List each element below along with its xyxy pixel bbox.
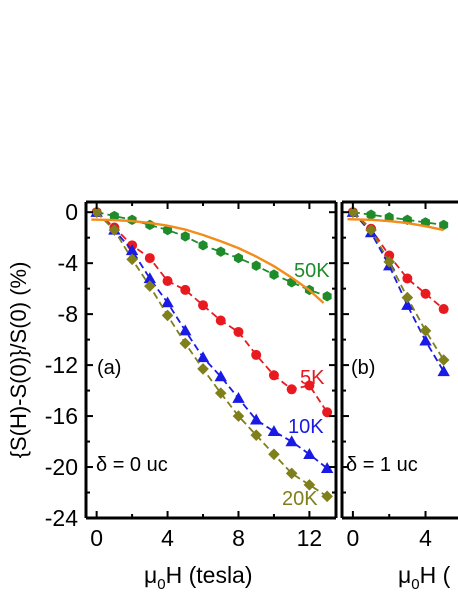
data-point-50K-a (109, 210, 119, 222)
data-point-10K-a (303, 448, 316, 459)
axis-labels: {S(H)-S(0)}/S(0) (%) μ0H (tesla) μ0H ( (6, 262, 451, 592)
data-point-10K-a (285, 435, 298, 447)
data-point-5K-b (420, 288, 431, 299)
data-point-10K-a (232, 392, 245, 403)
annotation-a: δ = 0 uc (96, 454, 168, 476)
series-line-20K-b (352, 211, 445, 361)
series-label-5K: 5K (300, 367, 325, 389)
data-point-20K-a (108, 224, 121, 236)
data-point-20K-a (285, 467, 298, 480)
data-point-20K-a (144, 280, 156, 292)
data-point-5K-a (162, 276, 173, 286)
data-point-10K-a (196, 351, 210, 363)
data-point-20K-a (232, 410, 245, 422)
series-label-20K: 20K (282, 488, 318, 510)
data-point-20K-a (126, 253, 138, 266)
data-point-50K-a (145, 219, 155, 231)
data-point-20K-a (268, 448, 280, 461)
data-point-20K-a (214, 387, 227, 399)
panel-b: 0 4 (b) δ = 1 uc (340, 200, 458, 551)
data-point-10K-b (437, 365, 450, 377)
data-point-20K-b (365, 224, 377, 236)
data-point-5K-a (180, 284, 191, 295)
fit-curve-b (347, 218, 444, 232)
data-point-20K-b (401, 291, 414, 304)
fit-curve-a (91, 218, 325, 304)
y-tick-label-a: -24 (45, 505, 78, 531)
y-axis-label: {S(H)-S(0)}/S(0) (%) (6, 262, 31, 459)
x-axis-label-b: μ0H ( (398, 562, 451, 592)
series-label-10K: 10K (288, 416, 324, 438)
plot-area-b (346, 205, 450, 377)
y-tick-label-a: -20 (45, 454, 78, 480)
x-tick-label-b: 0 (346, 525, 359, 551)
data-point-5K-a (215, 315, 226, 326)
data-point-20K-b (383, 256, 396, 268)
panel-label-b: (b) (351, 357, 375, 379)
data-point-10K-a (125, 244, 139, 256)
data-point-50K-a (180, 231, 190, 242)
x-tick-label-a: 0 (90, 525, 103, 551)
series-line-10K-a (96, 211, 328, 470)
data-point-5K-a (304, 380, 315, 391)
y-tick-label-a: -4 (58, 250, 79, 276)
data-point-20K-a (250, 429, 263, 441)
panel-label-a: (a) (97, 357, 121, 379)
data-point-20K-a (179, 337, 192, 350)
data-point-50K-a (251, 260, 261, 271)
data-point-5K-a (322, 407, 333, 418)
data-point-5K-b (438, 304, 449, 315)
annotation-b: δ = 1 uc (346, 454, 418, 476)
data-point-20K-b (419, 324, 432, 337)
x-tick-label-b: 4 (419, 525, 432, 551)
data-point-10K-a (179, 324, 192, 336)
data-point-50K-a (216, 246, 226, 257)
data-point-10K-b (401, 299, 414, 310)
data-point-10K-a (320, 462, 334, 473)
x-tick-label-a: 12 (297, 525, 323, 551)
data-point-20K-a (197, 363, 209, 375)
data-point-10K-b (419, 334, 432, 346)
series-line-5K-a (96, 211, 328, 413)
data-point-5K-a (198, 300, 209, 311)
plot-area-a (90, 205, 334, 503)
data-point-5K-b (402, 273, 413, 284)
y-tick-label-a: -12 (45, 352, 78, 378)
data-point-10K-a (143, 272, 157, 284)
data-point-50K-a (163, 224, 173, 236)
data-point-50K-a (322, 291, 332, 302)
data-point-10K-a (161, 296, 174, 308)
x-tick-label-a: 8 (232, 525, 245, 551)
data-point-50K-a (233, 252, 243, 264)
data-point-5K-a (144, 253, 155, 264)
y-tick-label-a: -8 (58, 301, 78, 327)
data-point-10K-a (267, 425, 281, 437)
y-tick-label-a: -16 (45, 403, 78, 429)
data-point-5K-a (286, 384, 297, 395)
data-point-20K-a (321, 490, 333, 503)
x-tick-label-a: 4 (161, 525, 174, 551)
panel-a: 0 -4 -8 -12 -16 -20 -24 0 4 8 12 (a) δ = 0 uc 50K 5K 10… (45, 199, 338, 551)
data-point-50K-a (269, 269, 279, 280)
data-point-50K-b (366, 209, 376, 220)
data-point-50K-a (198, 240, 208, 251)
data-point-5K-a (233, 326, 244, 337)
data-point-5K-a (268, 370, 279, 381)
series-label-50K: 50K (294, 260, 330, 282)
data-point-10K-a (214, 370, 227, 382)
data-point-20K-b (437, 354, 450, 366)
data-point-20K-a (90, 206, 103, 218)
data-point-10K-a (250, 413, 263, 425)
data-point-20K-a (303, 479, 316, 491)
data-point-5K-a (251, 349, 262, 360)
series-line-20K-a (96, 211, 328, 498)
data-point-20K-a (161, 309, 174, 322)
data-point-50K-b (439, 219, 449, 231)
x-axis-label-a: μ0H (tesla) (144, 562, 253, 592)
y-tick-label-a: 0 (65, 199, 78, 225)
data-point-20K-b (347, 206, 359, 218)
